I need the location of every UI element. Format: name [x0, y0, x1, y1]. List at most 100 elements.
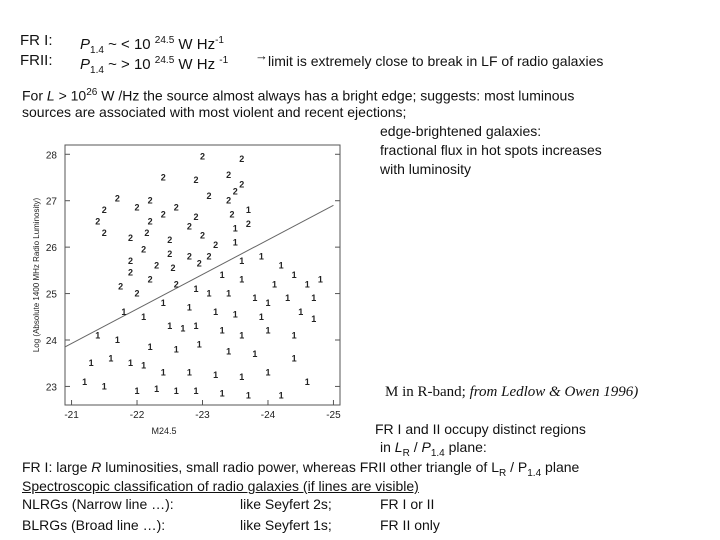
data-point-fr2: 2 — [197, 258, 202, 268]
data-point-fr1: 1 — [174, 344, 179, 354]
data-point-fr1: 1 — [233, 224, 238, 234]
data-point-fr1: 1 — [265, 326, 270, 336]
data-point-fr2: 2 — [200, 231, 205, 241]
data-point-fr1: 1 — [226, 289, 231, 299]
data-point-fr1: 1 — [193, 284, 198, 294]
data-point-fr1: 1 — [233, 309, 238, 319]
data-point-fr2: 2 — [229, 210, 234, 220]
plot-frame — [64, 144, 341, 406]
spectroscopic-heading: Spectroscopic classification of radio ga… — [22, 478, 419, 494]
data-point-fr2: 2 — [246, 219, 251, 229]
data-point-fr2: 2 — [233, 186, 238, 196]
data-point-fr1: 1 — [233, 238, 238, 248]
nlrg-class: FR I or II — [380, 496, 435, 512]
data-point-fr1: 1 — [292, 270, 297, 280]
para2-line1: FR I and II occupy distinct regions — [375, 421, 586, 437]
fr-dividing-line — [64, 204, 334, 348]
para2-line2: in LR / P1.4 plane: — [380, 439, 487, 459]
data-point-fr1: 1 — [298, 307, 303, 317]
data-point-fr1: 1 — [174, 386, 179, 396]
data-point-fr1: 1 — [187, 368, 192, 378]
data-point-fr1: 1 — [161, 298, 166, 308]
data-point-fr1: 1 — [167, 321, 172, 331]
data-point-fr1: 1 — [265, 298, 270, 308]
data-point-fr2: 2 — [226, 196, 231, 206]
nlrg-label: NLRGs (Narrow line …): — [22, 496, 174, 512]
data-point-fr1: 1 — [220, 326, 225, 336]
data-point-fr1: 1 — [187, 303, 192, 313]
data-point-fr1: 1 — [226, 347, 231, 357]
data-point-fr1: 1 — [279, 261, 284, 271]
data-point-fr2: 2 — [193, 212, 198, 222]
data-point-fr1: 1 — [246, 391, 251, 401]
data-point-fr2: 2 — [102, 205, 107, 215]
data-point-fr1: 1 — [154, 384, 159, 394]
data-point-fr1: 1 — [311, 314, 316, 324]
data-point-fr2: 2 — [128, 233, 133, 243]
data-point-fr2: 2 — [239, 179, 244, 189]
y-tick-label: 26 — [46, 243, 58, 254]
data-point-fr1: 1 — [239, 275, 244, 285]
break-note: limit is extremely close to break in LF … — [268, 53, 604, 69]
data-point-fr1: 1 — [180, 323, 185, 333]
data-point-fr2: 2 — [128, 256, 133, 266]
side-note-2: fractional flux in hot spots increases — [380, 142, 602, 158]
data-point-fr1: 1 — [311, 293, 316, 303]
x-axis-label: M24.5 — [151, 426, 176, 436]
data-point-fr1: 1 — [193, 321, 198, 331]
blrg-like: like Seyfert 1s; — [240, 517, 332, 533]
data-point-fr1: 1 — [318, 275, 323, 285]
data-point-fr1: 1 — [259, 251, 264, 261]
data-point-fr2: 2 — [193, 175, 198, 185]
data-point-fr2: 2 — [115, 193, 120, 203]
data-point-fr2: 2 — [171, 263, 176, 273]
data-point-fr1: 1 — [272, 279, 277, 289]
y-axis-label: Log (Absolute 1400 MHz Radio Luminosity) — [32, 198, 41, 353]
para1-line1: For L > 1026 W /Hz the source almost alw… — [22, 87, 575, 104]
fr2-label: FRII: — [20, 52, 53, 69]
data-point-fr2: 2 — [161, 210, 166, 220]
data-point-fr2: 2 — [141, 244, 146, 254]
para1-line2: sources are associated with most violent… — [22, 104, 407, 120]
fr1-formula: P1.4 ~ < 10 24.5 W Hz-1 — [80, 35, 224, 56]
data-point-fr1: 1 — [265, 368, 270, 378]
data-point-fr2: 2 — [118, 282, 123, 292]
figure-caption: M in R-band; from Ledlow & Owen 1996) — [385, 384, 639, 400]
data-point-fr1: 1 — [89, 358, 94, 368]
data-point-fr2: 2 — [135, 289, 140, 299]
data-point-fr2: 2 — [154, 261, 159, 271]
data-point-fr1: 1 — [305, 377, 310, 387]
data-point-fr2: 2 — [200, 152, 205, 162]
data-point-fr1: 1 — [292, 330, 297, 340]
data-point-fr1: 1 — [95, 330, 100, 340]
data-point-fr2: 2 — [167, 249, 172, 259]
data-point-fr2: 2 — [102, 228, 107, 238]
blrg-class: FR II only — [380, 517, 440, 533]
data-point-fr2: 2 — [144, 228, 149, 238]
data-point-fr2: 2 — [174, 203, 179, 213]
data-point-fr1: 1 — [148, 342, 153, 352]
data-point-fr2: 2 — [148, 275, 153, 285]
data-point-fr2: 2 — [213, 240, 218, 250]
data-point-fr1: 1 — [193, 386, 198, 396]
data-point-fr1: 1 — [207, 289, 212, 299]
data-point-fr2: 2 — [148, 196, 153, 206]
data-point-fr1: 1 — [292, 354, 297, 364]
data-point-fr1: 1 — [305, 279, 310, 289]
y-tick-label: 25 — [46, 290, 58, 301]
data-point-fr2: 2 — [174, 279, 179, 289]
data-point-fr1: 1 — [82, 377, 87, 387]
x-tick-label: -22 — [130, 410, 145, 421]
data-point-fr1: 1 — [239, 256, 244, 266]
data-point-fr1: 1 — [141, 312, 146, 322]
data-point-fr1: 1 — [141, 361, 146, 371]
x-tick-label: -21 — [64, 410, 79, 421]
luminosity-scatter-chart: 23 24 25 26 27 28 -21 -22 -23 -24 -25 M24.5 Log (Abs… — [32, 144, 341, 436]
data-point-fr1: 1 — [121, 307, 126, 317]
data-point-fr1: 1 — [279, 391, 284, 401]
data-point-fr2: 2 — [187, 221, 192, 231]
data-point-fr1: 1 — [252, 293, 257, 303]
data-point-fr2: 2 — [148, 217, 153, 227]
side-note-3: with luminosity — [380, 161, 472, 177]
data-point-fr2: 2 — [128, 268, 133, 278]
